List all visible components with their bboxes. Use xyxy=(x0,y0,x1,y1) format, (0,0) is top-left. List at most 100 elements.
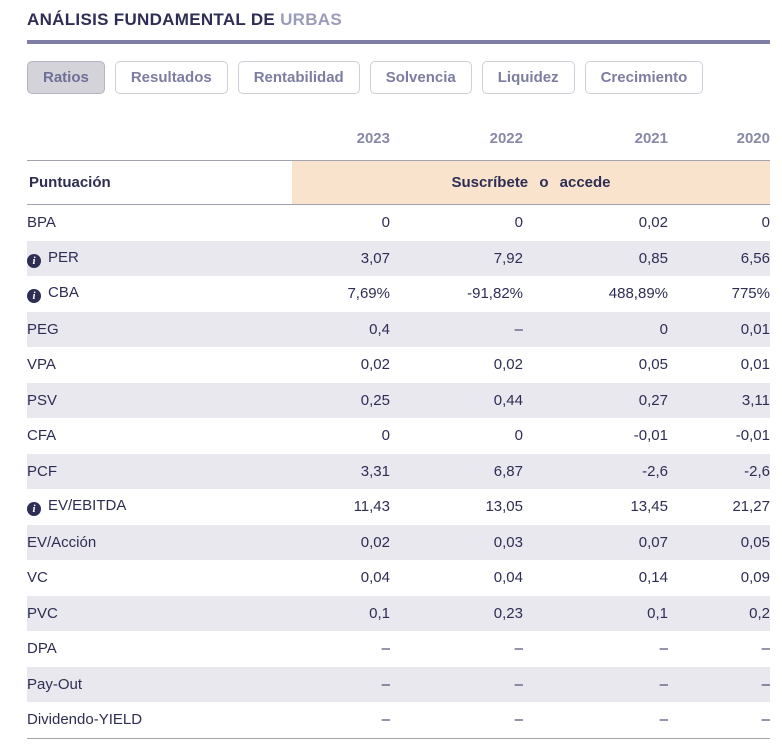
metric-label: CFA xyxy=(27,427,57,445)
table-row-cba: i CBA 7,69% -91,82% 488,89% 775% xyxy=(27,276,770,312)
metric-label: PCF xyxy=(27,462,57,480)
metric-value-2021: -0,01 xyxy=(633,427,668,445)
metric-value-2020: 0 xyxy=(761,214,770,232)
metric-label-cell: i PER xyxy=(27,241,292,277)
metric-label-cell: PVC xyxy=(27,596,292,632)
metric-value-2020: 0,2 xyxy=(749,604,770,622)
metric-label: DPA xyxy=(27,640,57,658)
metric-label-cell: VC xyxy=(27,560,292,596)
metric-value-2022: 6,87 xyxy=(493,462,523,480)
table-row-peg: PEG 0,4 – 0 0,01 xyxy=(27,311,770,348)
metric-label: PEG xyxy=(27,320,59,338)
info-icon[interactable]: i xyxy=(27,502,41,517)
metric-label: PER xyxy=(48,248,79,266)
metric-label-cell: VPA xyxy=(27,347,292,383)
metric-value-2020: 0,09 xyxy=(740,569,770,587)
metric-label: Dividendo-YIELD xyxy=(27,711,143,729)
metric-label-cell: DPA xyxy=(27,631,292,667)
subscribe-banner[interactable]: Suscríbete o accede xyxy=(292,160,770,205)
metric-value-2021: – xyxy=(659,640,668,658)
metric-value-2023: 0,1 xyxy=(369,604,390,622)
table-row-vc: VC 0,04 0,04 0,14 0,09 xyxy=(27,560,770,596)
metric-value-2023: – xyxy=(381,640,390,658)
metric-value-2023: 0 xyxy=(381,214,390,232)
page-title: ANÁLISIS FUNDAMENTAL DE URBAS xyxy=(27,10,770,30)
tab-rentabilidad[interactable]: Rentabilidad xyxy=(237,61,360,94)
metric-value-2021: 0,1 xyxy=(647,604,668,622)
metric-value-2020: – xyxy=(761,675,770,693)
metric-label-cell: PEG xyxy=(27,312,292,348)
title-divider xyxy=(27,40,770,44)
metric-label: BPA xyxy=(27,214,56,232)
metric-value-2023: 0,25 xyxy=(360,391,390,409)
metric-label: VC xyxy=(27,569,48,587)
table-row-cfa: CFA 0 0 -0,01 -0,01 xyxy=(27,418,770,454)
metric-label-cell: BPA xyxy=(27,205,292,241)
metric-value-2021: 0,05 xyxy=(638,356,668,374)
metric-value-2022: 7,92 xyxy=(493,249,523,267)
table-row-bpa: BPA 0 0 0,02 0 xyxy=(27,205,770,241)
metric-label: VPA xyxy=(27,356,56,374)
metric-value-2022: 0,23 xyxy=(493,604,523,622)
year-header-spacer xyxy=(27,106,292,161)
metric-value-2022: 0 xyxy=(514,427,523,445)
metric-label-cell: Dividendo-YIELD xyxy=(27,702,292,739)
tab-crecimiento[interactable]: Crecimiento xyxy=(584,61,704,94)
metric-value-2020: 3,11 xyxy=(741,391,770,409)
metric-value-2021: 0,27 xyxy=(638,391,668,409)
metric-value-2021: 488,89% xyxy=(608,285,668,303)
metric-value-2022: – xyxy=(514,675,523,693)
tab-resultados[interactable]: Resultados xyxy=(114,61,228,94)
score-row: Puntuación Suscríbete o accede xyxy=(27,160,770,205)
year-header-row: 2023 2022 2021 2020 xyxy=(27,106,770,161)
metric-label: PSV xyxy=(27,391,58,409)
metric-value-2023: – xyxy=(292,702,390,739)
ratios-table: 2023 2022 2021 2020 Puntuación Suscríbet… xyxy=(27,106,770,739)
metric-value-2023: 0,04 xyxy=(360,569,390,587)
tab-liquidez[interactable]: Liquidez xyxy=(481,61,575,94)
metric-value-2022: 0,03 xyxy=(493,533,523,551)
metric-value-2020: 0,01 xyxy=(740,356,770,374)
metric-value-2020: -2,6 xyxy=(744,462,770,480)
table-row-pvc: PVC 0,1 0,23 0,1 0,2 xyxy=(27,595,770,632)
metric-value-2021: 0,02 xyxy=(638,214,668,232)
metric-label: Pay-Out xyxy=(27,675,83,693)
tab-ratios[interactable]: Ratios xyxy=(27,61,105,94)
info-icon[interactable]: i xyxy=(27,253,41,268)
metric-label-cell: i EV/EBITDA xyxy=(27,489,292,525)
metric-value-2020: -0,01 xyxy=(735,427,770,445)
metric-value-2021: 0 xyxy=(659,320,668,338)
info-icon[interactable]: i xyxy=(27,289,41,304)
metric-value-2022: – xyxy=(390,702,523,739)
table-row-dividendo-yield: Dividendo-YIELD – – – – xyxy=(27,702,770,739)
metric-value-2020: 0,05 xyxy=(740,533,770,551)
tab-solvencia[interactable]: Solvencia xyxy=(369,61,472,94)
metric-value-2020: 21,27 xyxy=(732,498,770,516)
metric-rows: BPA 0 0 0,02 0 i PER 3,07 7,92 0,85 6,56 i CBA 7,69% -… xyxy=(27,205,770,739)
metric-value-2023: 0 xyxy=(381,427,390,445)
metric-label: EV/Acción xyxy=(27,533,97,551)
tab-bar: Ratios Resultados Rentabilidad Solvencia Liq… xyxy=(27,61,770,94)
metric-value-2020: 0,01 xyxy=(740,320,770,338)
metric-value-2020: – xyxy=(761,640,770,658)
year-header-2020: 2020 xyxy=(668,106,770,161)
metric-value-2021: 0,07 xyxy=(638,533,668,551)
metric-label: CBA xyxy=(48,284,79,302)
year-header-2023: 2023 xyxy=(292,106,390,161)
metric-value-2021: – xyxy=(659,675,668,693)
table-row-vpa: VPA 0,02 0,02 0,05 0,01 xyxy=(27,347,770,383)
metric-value-2020: 6,56 xyxy=(740,249,770,267)
metric-value-2023: 3,07 xyxy=(360,249,390,267)
metric-label: EV/EBITDA xyxy=(48,497,127,515)
year-header-2022: 2022 xyxy=(390,106,523,161)
table-row-pcf: PCF 3,31 6,87 -2,6 -2,6 xyxy=(27,453,770,489)
page-title-text: ANÁLISIS FUNDAMENTAL DE xyxy=(27,10,276,29)
metric-value-2022: 0,02 xyxy=(493,356,523,374)
metric-label-cell: EV/Acción xyxy=(27,525,292,561)
metric-value-2021: 0,14 xyxy=(638,569,668,587)
metric-value-2022: – xyxy=(514,640,523,658)
metric-value-2023: 0,4 xyxy=(369,320,390,338)
ticker-label: URBAS xyxy=(280,10,343,29)
metric-label: PVC xyxy=(27,604,58,622)
